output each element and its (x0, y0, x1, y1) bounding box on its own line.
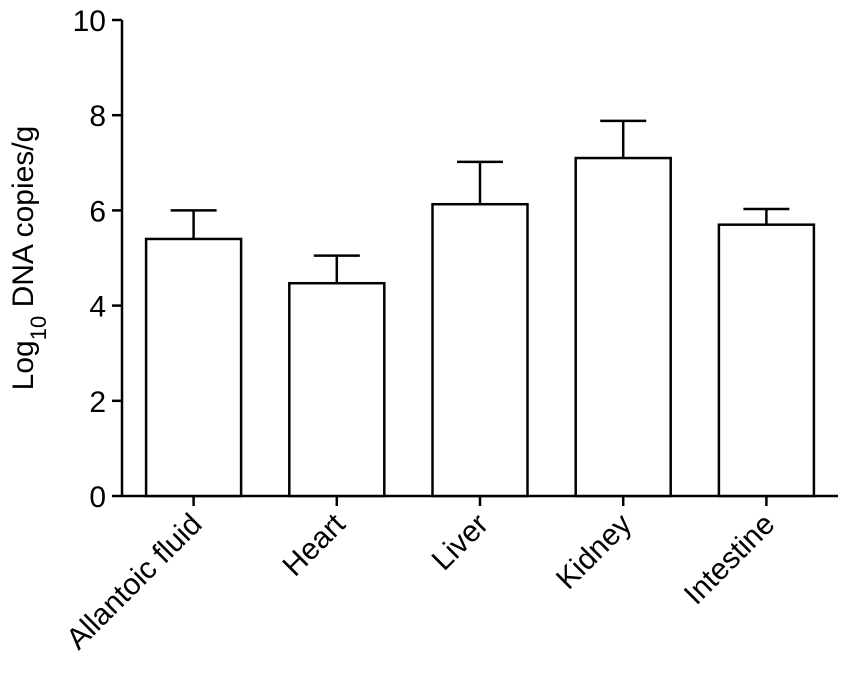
y-axis-title: Log10 DNA copies/g (7, 126, 51, 391)
y-tick-label: 10 (73, 5, 106, 38)
y-axis-title-rest: DNA copies/g (7, 126, 40, 316)
x-tick-label: Kidney (550, 508, 638, 596)
bar (574, 156, 672, 498)
x-tick-label: Liver (426, 508, 495, 577)
x-tick-label: Intestine (678, 508, 782, 612)
y-tick-label: 0 (89, 481, 106, 514)
y-tick-label: 4 (89, 291, 106, 324)
bar (288, 281, 386, 498)
y-tick-label: 6 (89, 195, 106, 228)
bars-group (144, 119, 816, 498)
x-tick-label: Allantoic fluid (60, 508, 208, 656)
y-axis-title-subscript: 10 (26, 316, 51, 340)
bar (144, 237, 243, 498)
bar (431, 202, 529, 498)
x-axis: Allantoic fluid Heart Liver Kidney Intestine (60, 494, 838, 656)
y-axis-title-main: Log (7, 340, 40, 390)
y-tick-label: 2 (89, 386, 106, 419)
bar (717, 223, 816, 498)
x-tick-label: Heart (277, 507, 353, 583)
y-axis: 0 2 4 6 8 10 (73, 5, 124, 514)
y-tick-label: 8 (89, 100, 106, 133)
